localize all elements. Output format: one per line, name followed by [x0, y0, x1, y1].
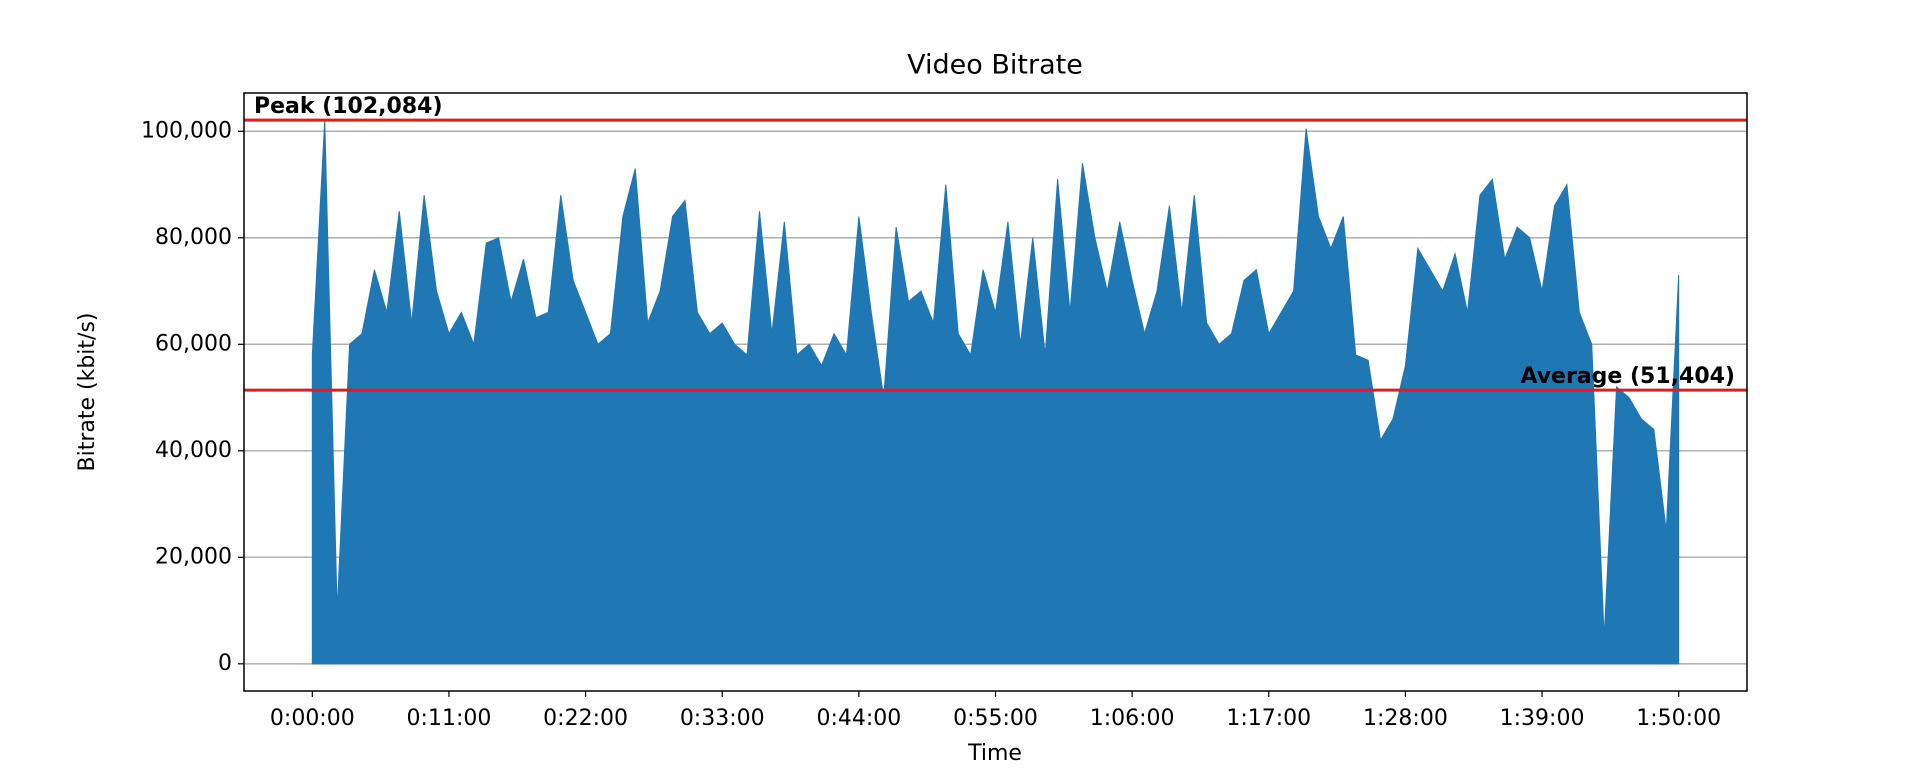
y-tick-label: 80,000 — [155, 225, 232, 250]
x-tick-label: 1:28:00 — [1363, 706, 1448, 731]
chart-title: Video Bitrate — [907, 50, 1083, 81]
plot-frame — [243, 92, 1748, 692]
y-tick-label: 100,000 — [141, 118, 232, 143]
x-tick-label: 0:11:00 — [407, 706, 492, 731]
reference-label: Peak (102,084) — [254, 94, 443, 119]
y-tick-label: 60,000 — [155, 331, 232, 356]
x-tick-label: 1:06:00 — [1090, 706, 1175, 731]
x-tick-label: 0:33:00 — [680, 706, 765, 731]
x-axis-label: Time — [967, 741, 1022, 766]
x-tick-label: 0:44:00 — [816, 706, 901, 731]
x-tick-label: 0:55:00 — [953, 706, 1038, 731]
reference-label: Average (51,404) — [1520, 364, 1735, 389]
x-tick-label: 1:50:00 — [1636, 706, 1721, 731]
x-tick-label: 1:39:00 — [1500, 706, 1585, 731]
x-tick-label: 1:17:00 — [1226, 706, 1311, 731]
y-tick-label: 0 — [218, 651, 232, 676]
x-tick-label: 0:00:00 — [270, 706, 355, 731]
y-tick-label: 20,000 — [155, 544, 232, 569]
area — [311, 120, 1680, 665]
y-axis-label: Bitrate (kbit/s) — [75, 313, 100, 472]
x-tick-label: 0:22:00 — [543, 706, 628, 731]
y-tick-label: 40,000 — [155, 438, 232, 463]
